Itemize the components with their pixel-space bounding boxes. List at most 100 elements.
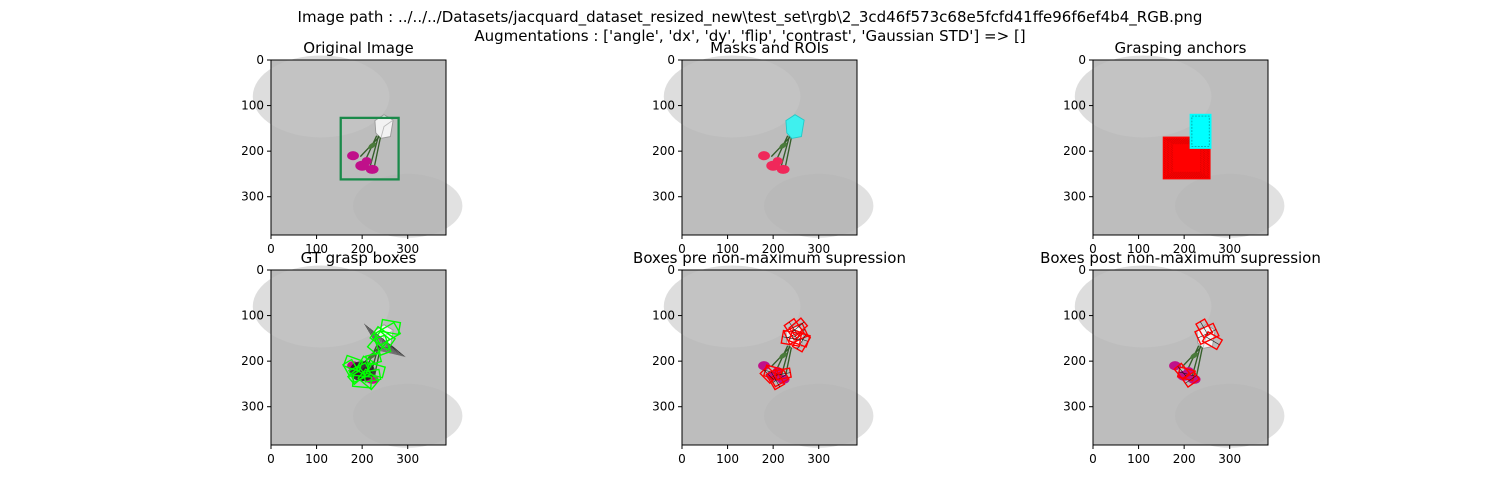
anchor-outline [1168, 140, 1205, 176]
gt-grasp-box [373, 321, 402, 346]
x-tick-label: 0 [1089, 452, 1097, 466]
panel-title: Grasping anchors [1115, 39, 1247, 57]
stem-1 [369, 135, 380, 166]
flower-2 [776, 164, 790, 174]
axes-frame [270, 269, 447, 446]
y-tick-label: 300 [652, 400, 675, 414]
gt-grasp-box [365, 362, 386, 379]
leaf [1190, 352, 1199, 359]
x-tick-label: 200 [1173, 452, 1196, 466]
stem-2 [373, 137, 382, 169]
grasp-axis [792, 321, 805, 333]
image-texture [252, 265, 390, 348]
y-tick-label: 0 [256, 53, 264, 67]
grasp-axis [1205, 336, 1220, 345]
x-tick-label: 100 [305, 452, 328, 466]
y-tick-label: 0 [667, 263, 675, 277]
axes-frame [1092, 269, 1269, 446]
grasp-axis [770, 371, 780, 388]
stem-2 [1195, 347, 1204, 379]
gt-grasp-box [346, 366, 367, 386]
image-texture [1175, 173, 1285, 238]
stem-2 [784, 137, 793, 169]
image-area [663, 55, 874, 238]
y-tick-label: 200 [1063, 144, 1086, 158]
image-texture [1074, 265, 1212, 348]
y-tick-label: 300 [241, 400, 264, 414]
y-tick-label: 200 [241, 144, 264, 158]
anchor-outline [1167, 139, 1207, 177]
gt-grasp-box [362, 368, 382, 383]
x-tick-label: 0 [267, 242, 275, 256]
suptitle-line-1: Image path : ../../../Datasets/jacquard_… [298, 8, 1203, 27]
x-tick-label: 300 [1218, 242, 1241, 256]
grasp-axis [1178, 371, 1194, 377]
y-tick-label: 0 [1078, 53, 1086, 67]
image-texture [764, 383, 874, 448]
x-tick-label: 100 [1127, 452, 1150, 466]
image-texture [764, 173, 874, 238]
x-tick-label: 0 [267, 452, 275, 466]
gt-grasp-box [354, 355, 374, 377]
x-tick-label: 0 [678, 242, 686, 256]
y-tick-label: 100 [241, 309, 264, 323]
y-tick-label: 200 [652, 144, 675, 158]
y-tick-label: 0 [256, 263, 264, 277]
gt-grasp-box [342, 358, 360, 378]
x-tick-label: 300 [396, 452, 419, 466]
x-tick-label: 100 [1127, 242, 1150, 256]
image-texture [1175, 383, 1285, 448]
y-tick-label: 300 [241, 190, 264, 204]
flower-0 [758, 361, 770, 371]
anchor-outline [1164, 138, 1210, 178]
anchor-outline [1172, 143, 1201, 173]
cup-mask [785, 114, 805, 139]
x-tick-label: 200 [351, 452, 374, 466]
image-area [252, 55, 463, 238]
y-tick-label: 200 [1063, 354, 1086, 368]
image-texture [353, 173, 463, 238]
image-area [252, 265, 463, 448]
cup-edge [380, 119, 394, 139]
anchor-outline [1165, 139, 1208, 177]
x-tick-label: 100 [716, 452, 739, 466]
panel-masks: Masks and ROIs 0 100 200 300 0 100 200 300 [652, 39, 874, 256]
y-tick-label: 100 [1063, 99, 1086, 113]
x-tick-label: 200 [1173, 242, 1196, 256]
leaf [779, 142, 788, 149]
y-tick-label: 100 [652, 99, 675, 113]
x-tick-label: 200 [762, 242, 785, 256]
axes-frame [681, 269, 858, 446]
gt-grasp-box [373, 334, 392, 357]
x-tick-label: 100 [716, 242, 739, 256]
x-tick-label: 200 [351, 242, 374, 256]
panel-title: Boxes post non-maximum supression [1040, 249, 1321, 267]
x-tick-label: 0 [1089, 242, 1097, 256]
suptitle-line-2: Augmentations : ['angle', 'dx', 'dy', 'f… [474, 27, 1025, 45]
y-tick-label: 0 [1078, 263, 1086, 277]
panel-title: Boxes pre non-maximum supression [633, 249, 906, 267]
image-texture [353, 383, 463, 448]
gt-grasp-box [379, 318, 402, 336]
leaf [368, 142, 377, 149]
gt-grasp-box [351, 374, 373, 389]
image-texture [252, 55, 390, 138]
image-texture [1074, 55, 1212, 138]
y-tick-label: 200 [241, 354, 264, 368]
flower-3 [772, 157, 783, 166]
flower-2 [365, 164, 379, 174]
image-area [1074, 55, 1285, 238]
grasp-axis [1177, 366, 1187, 377]
y-tick-label: 300 [1063, 400, 1086, 414]
x-tick-label: 200 [762, 452, 785, 466]
anchor-region-cyan [1189, 113, 1212, 149]
y-tick-label: 200 [652, 354, 675, 368]
panel-anchors: Grasping anchors 0 100 200 300 0 100 200 300 [1063, 39, 1285, 256]
flower-0 [347, 151, 359, 161]
y-tick-label: 100 [1063, 309, 1086, 323]
anchor-outline [1191, 115, 1210, 147]
x-tick-label: 300 [807, 452, 830, 466]
grasp-axis [790, 334, 809, 342]
